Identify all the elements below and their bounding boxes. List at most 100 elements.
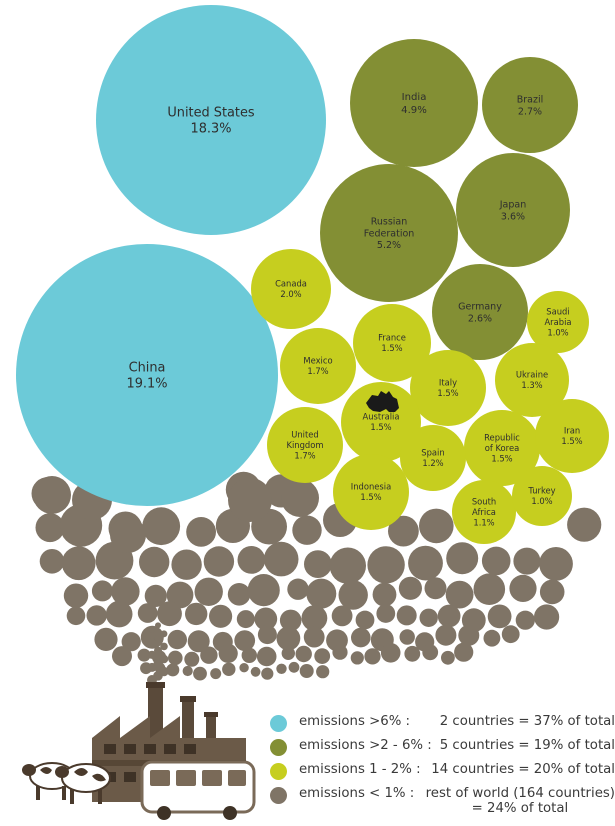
rest-of-world-bubble (168, 650, 183, 666)
bubble-country-label: France (378, 333, 406, 343)
rest-of-world-bubble (111, 577, 140, 606)
bubble-value-label: 1.5% (360, 492, 381, 502)
rest-of-world-bubble (210, 668, 222, 680)
bubble-value-label: 1.5% (491, 453, 512, 463)
rest-of-world-bubble (203, 546, 235, 577)
bubble-circle (482, 57, 578, 153)
rest-of-world-bubble (239, 663, 249, 673)
rest-of-world-bubble (182, 665, 193, 677)
rest-of-world-bubble (446, 542, 479, 575)
rest-of-world-bubble (121, 632, 141, 652)
bubble-value-label: 1.1% (473, 517, 494, 527)
legend-item-tier3: emissions 1 - 2% : 14 countries = 20% of… (270, 762, 615, 786)
rest-of-world-bubble (63, 583, 89, 608)
bubble-circle (452, 480, 516, 544)
bubble-value-label: 1.2% (422, 458, 443, 468)
rest-of-world-bubble (105, 600, 133, 628)
rest-of-world-bubble (534, 604, 560, 630)
rest-of-world-bubble (247, 574, 280, 607)
bubble-country-label: Germany (458, 301, 502, 312)
rest-of-world-bubble (513, 547, 541, 575)
bubble-value-label: 1.3% (521, 380, 542, 390)
bubble-value-label: 1.7% (307, 366, 328, 376)
rest-of-world-bubble (209, 604, 233, 628)
bubble-india: India 4.9% (350, 39, 478, 167)
rest-of-world-bubble (227, 583, 251, 606)
rest-of-world-bubble (139, 546, 170, 578)
rest-of-world-bubble (222, 662, 236, 676)
rest-of-world-bubble (236, 610, 255, 629)
bubble-value-label: 1.0% (531, 496, 552, 506)
rest-of-world-bubble (166, 581, 194, 609)
bubble-value-label: 1.0% (547, 327, 568, 337)
rest-of-world-bubble (61, 546, 96, 581)
bubble-country-label: Spain (421, 448, 444, 458)
legend-item-tier4: emissions < 1% : rest of world (164 coun… (270, 786, 615, 826)
rest-of-world-bubble (329, 547, 366, 584)
bubble-circle (333, 454, 409, 530)
legend-item-tier1: emissions >6% : 2 countries = 37% of tot… (270, 714, 615, 738)
smoke-bubble (159, 654, 169, 664)
rest-of-world-bubble (86, 605, 107, 626)
rest-of-world-bubble (454, 642, 474, 662)
rest-of-world-bubble (372, 582, 397, 607)
bubble-country-label: India (402, 92, 427, 103)
rest-of-world-bubble (351, 627, 371, 648)
bubble-circle (456, 153, 570, 267)
bubble-value-label: 5.2% (377, 240, 401, 251)
rest-of-world-bubble (292, 515, 322, 545)
bubble-circle (527, 291, 589, 353)
bubble-country-label: Australia (362, 412, 399, 422)
bubble-circle (512, 466, 572, 526)
rest-of-world-bubble (166, 663, 180, 677)
bubble-value-label: 1.5% (437, 388, 458, 398)
rest-of-world-bubble (487, 604, 512, 629)
bubble-circle (535, 399, 609, 473)
bubble-value-label: 19.1% (127, 377, 168, 392)
rest-of-world-bubble (94, 627, 118, 652)
rest-of-world-bubble (137, 603, 158, 623)
bubble-circle (464, 410, 540, 486)
rest-of-world-bubble (473, 573, 506, 605)
rest-of-world-bubble (388, 515, 419, 547)
smoke-bubble (155, 622, 161, 629)
rest-of-world-bubble (424, 577, 447, 600)
rest-of-world-bubble (218, 643, 238, 664)
smoke-bubble (160, 630, 168, 638)
rest-of-world-bubble (241, 647, 257, 663)
rest-of-world-bubble (281, 646, 295, 660)
rest-of-world-bubble (396, 605, 417, 626)
legend: emissions >6% : 2 countries = 37% of tot… (270, 714, 615, 826)
bubble-country-label: Italy (439, 378, 457, 388)
rest-of-world-bubble (481, 546, 511, 576)
rest-of-world-bubble (187, 630, 210, 653)
rest-of-world-bubble (435, 624, 457, 646)
bubble-value-label: 1.7% (294, 450, 315, 460)
rest-of-world-bubble (355, 610, 375, 630)
rest-of-world-bubble (35, 513, 65, 543)
bubble-circle (400, 425, 466, 491)
rest-of-world-bubble (422, 644, 439, 661)
rest-of-world-bubble (186, 517, 217, 547)
rest-of-world-bubble (281, 479, 319, 517)
rest-of-world-bubble (200, 646, 218, 664)
smoke-bubble (154, 634, 162, 642)
bubble-value-label: 1.5% (381, 343, 402, 353)
legend-total-line2: = 24% of total (471, 801, 569, 816)
rest-of-world-bubble (367, 546, 405, 584)
rest-of-world-bubble (350, 651, 364, 665)
rest-of-world-bubble (279, 609, 302, 632)
rest-of-world-bubble (299, 664, 314, 678)
rest-of-world-bubble (287, 578, 309, 600)
bus-icon (140, 760, 256, 820)
australia-map-icon (366, 391, 399, 412)
smoke-bubble (160, 642, 168, 651)
